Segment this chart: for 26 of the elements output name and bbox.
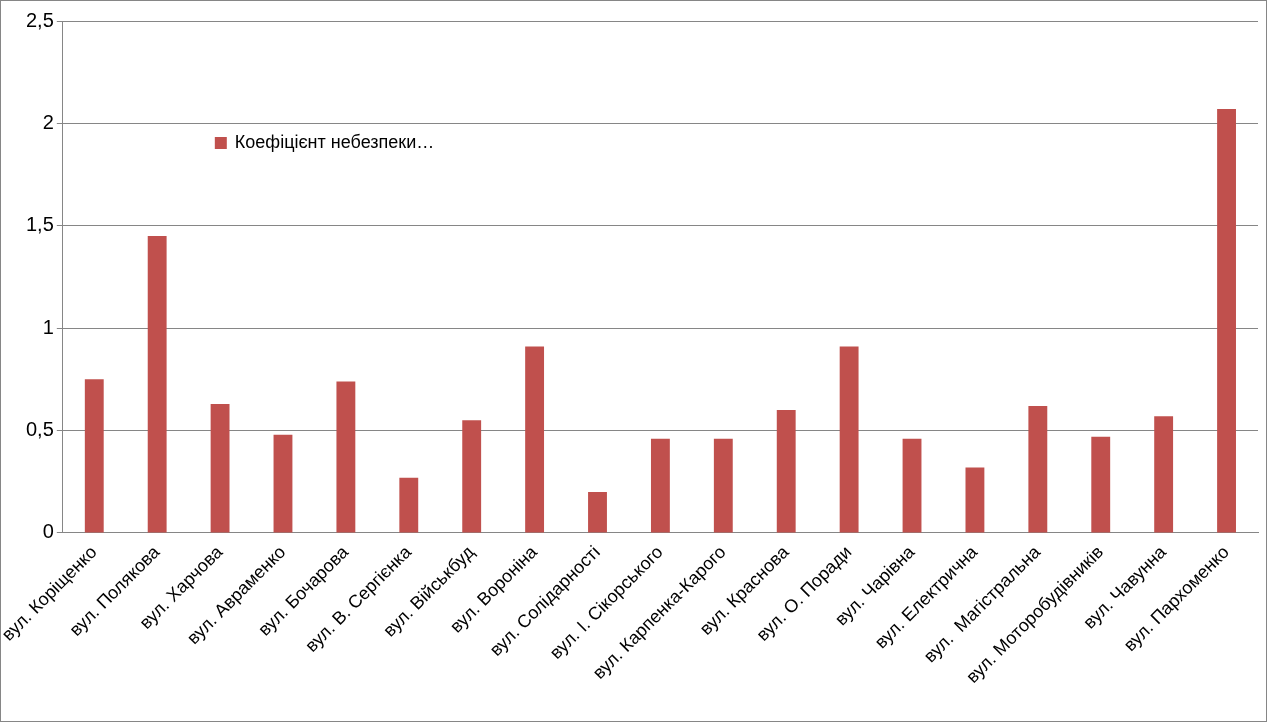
bar <box>902 438 922 533</box>
y-tick-label: 1 <box>42 315 54 338</box>
bar <box>462 420 482 533</box>
bar <box>839 346 859 533</box>
bar <box>1091 436 1111 533</box>
bar <box>588 491 607 533</box>
legend-label: Коефіцієнт небезпеки… <box>234 131 435 152</box>
y-tick-label: 0,5 <box>26 418 54 441</box>
bar <box>399 477 419 533</box>
bar <box>776 410 796 533</box>
bar <box>147 236 167 533</box>
bar <box>210 403 230 533</box>
y-tick-label: 1,5 <box>26 213 54 236</box>
bar <box>525 346 545 533</box>
y-tick-label: 0 <box>42 520 54 543</box>
bar <box>713 438 733 533</box>
bar <box>336 381 356 533</box>
y-tick-label: 2 <box>42 110 54 133</box>
bar <box>650 438 670 533</box>
bar <box>1028 405 1048 533</box>
y-tick-label: 2,5 <box>26 8 54 31</box>
bar <box>273 434 293 533</box>
bar <box>84 379 104 533</box>
bar <box>1217 109 1236 533</box>
bar <box>1154 416 1174 533</box>
bar <box>965 467 985 533</box>
